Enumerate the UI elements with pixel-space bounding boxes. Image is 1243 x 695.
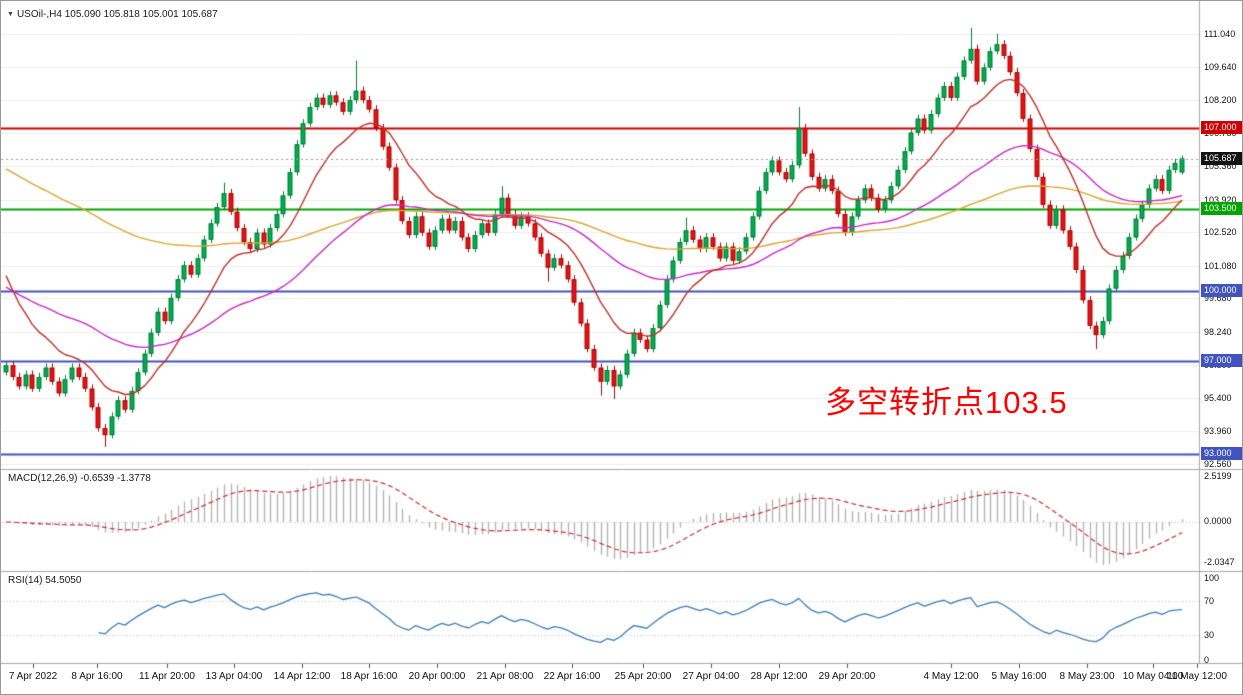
price-level-tag: 107.000	[1201, 121, 1242, 134]
price-axis-label: 111.040	[1204, 29, 1236, 39]
time-axis-label: 8 Apr 16:00	[71, 671, 123, 682]
time-axis-label: 14 Apr 12:00	[273, 671, 331, 682]
time-axis-label: 10 May 04:00	[1122, 671, 1184, 682]
time-axis-label: 11 May 12:00	[1167, 671, 1227, 682]
macd-scale-label: -2.0347	[1204, 557, 1235, 567]
price-axis-label: 109.640	[1204, 62, 1237, 72]
time-axis-label: 27 Apr 04:00	[682, 671, 740, 682]
time-axis-label: 20 Apr 00:00	[408, 671, 466, 682]
symbol-dropdown-icon[interactable]: ▼	[7, 11, 14, 18]
time-axis-label: 21 Apr 08:00	[476, 671, 534, 682]
price-level-tag: 103.500	[1201, 202, 1242, 215]
rsi-scale-label: 0	[1204, 655, 1210, 665]
rsi-scale-label: 70	[1204, 596, 1215, 606]
time-axis-label: 5 May 16:00	[991, 671, 1047, 682]
price-axis-label: 99.680	[1204, 293, 1232, 303]
price-level-tag: 97.000	[1201, 354, 1242, 367]
price-axis-label: 105.360	[1204, 161, 1237, 171]
time-axis-label: 29 Apr 20:00	[818, 671, 876, 682]
price-axis-label: 98.240	[1204, 327, 1232, 337]
time-axis-label: 18 Apr 16:00	[340, 671, 398, 682]
time-axis-label: 28 Apr 12:00	[750, 671, 808, 682]
time-axis-label: 22 Apr 16:00	[543, 671, 601, 682]
time-axis-label: 7 Apr 2022	[8, 671, 58, 682]
time-axis-label: 8 May 23:00	[1059, 671, 1115, 682]
rsi-scale-label: 100	[1204, 573, 1220, 583]
price-level-tag: 93.000	[1201, 447, 1242, 460]
price-axis-label: 92.560	[1204, 459, 1232, 469]
symbol-ohlc-text: USOil-,H4 105.090 105.818 105.001 105.68…	[16, 9, 218, 20]
time-axis-label: 11 Apr 20:00	[139, 671, 195, 682]
rsi-scale-label: 30	[1204, 630, 1215, 640]
time-axis-label: 4 May 12:00	[923, 671, 979, 682]
price-axis-label: 102.520	[1204, 227, 1237, 237]
time-axis-label: 13 Apr 04:00	[205, 671, 263, 682]
price-axis-label: 108.200	[1204, 95, 1237, 105]
price-axis-label: 95.400	[1204, 393, 1232, 403]
rsi-indicator-label: RSI(14) 54.5050	[8, 575, 82, 586]
macd-indicator-label: MACD(12,26,9) -0.6539 -1.3778	[8, 473, 151, 484]
symbol-ohlc-label: ▼ USOil-,H4 105.090 105.818 105.001 105.6…	[7, 9, 218, 20]
current-price-tag: 105.687	[1201, 152, 1242, 165]
time-axis-label: 25 Apr 20:00	[614, 671, 672, 682]
macd-scale-label: 2.5199	[1204, 471, 1232, 481]
price-axis-label: 93.960	[1204, 426, 1232, 436]
price-axis-label: 103.920	[1204, 195, 1237, 205]
chart-annotation: 多空转折点103.5	[825, 385, 1068, 420]
price-level-tag: 100.000	[1201, 284, 1242, 297]
price-axis-label: 101.080	[1204, 261, 1237, 271]
macd-scale-label: 0.0000	[1204, 516, 1232, 526]
